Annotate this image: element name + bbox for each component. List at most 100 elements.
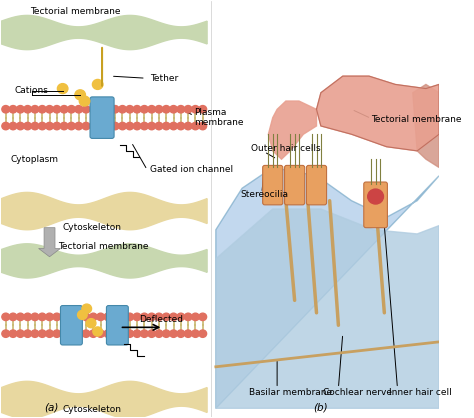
Circle shape <box>78 310 87 319</box>
Circle shape <box>118 313 127 321</box>
Circle shape <box>38 122 46 130</box>
Circle shape <box>148 122 155 130</box>
Circle shape <box>53 330 61 337</box>
Polygon shape <box>216 209 439 408</box>
Text: Outer hair cells: Outer hair cells <box>251 144 320 153</box>
Circle shape <box>170 105 177 113</box>
Circle shape <box>111 313 119 321</box>
Circle shape <box>104 330 112 337</box>
Circle shape <box>9 122 17 130</box>
Circle shape <box>53 313 61 321</box>
Circle shape <box>75 313 82 321</box>
Circle shape <box>162 330 170 337</box>
Circle shape <box>31 330 39 337</box>
Circle shape <box>75 105 82 113</box>
Circle shape <box>170 330 177 337</box>
Circle shape <box>177 330 185 337</box>
Circle shape <box>162 313 170 321</box>
Circle shape <box>67 330 75 337</box>
Circle shape <box>53 122 61 130</box>
Text: Stereocilia: Stereocilia <box>240 190 288 199</box>
Circle shape <box>368 189 383 204</box>
Circle shape <box>60 105 68 113</box>
PathPatch shape <box>216 168 439 408</box>
Circle shape <box>17 105 24 113</box>
Circle shape <box>57 84 68 94</box>
Circle shape <box>140 330 148 337</box>
Circle shape <box>148 105 155 113</box>
Circle shape <box>38 313 46 321</box>
FancyBboxPatch shape <box>364 182 387 228</box>
Circle shape <box>104 105 112 113</box>
Circle shape <box>199 122 207 130</box>
Circle shape <box>126 313 134 321</box>
Circle shape <box>97 122 104 130</box>
Circle shape <box>79 96 90 106</box>
Polygon shape <box>1 192 207 230</box>
Text: Cytoplasm: Cytoplasm <box>10 155 58 164</box>
Circle shape <box>24 105 32 113</box>
Circle shape <box>82 304 91 313</box>
Circle shape <box>9 105 17 113</box>
Circle shape <box>162 122 170 130</box>
Circle shape <box>53 105 61 113</box>
FancyBboxPatch shape <box>263 166 283 205</box>
Circle shape <box>199 330 207 337</box>
Circle shape <box>2 313 9 321</box>
Circle shape <box>67 105 75 113</box>
Circle shape <box>184 105 192 113</box>
Circle shape <box>104 122 112 130</box>
Circle shape <box>24 313 32 321</box>
Text: Basilar membrane: Basilar membrane <box>249 388 332 397</box>
Text: Gated ion channel: Gated ion channel <box>150 165 233 174</box>
Circle shape <box>111 330 119 337</box>
Circle shape <box>126 122 134 130</box>
Text: Deflected: Deflected <box>139 314 183 324</box>
FancyBboxPatch shape <box>306 166 327 205</box>
Circle shape <box>82 105 90 113</box>
Circle shape <box>17 313 24 321</box>
Circle shape <box>17 122 24 130</box>
Circle shape <box>133 105 141 113</box>
Text: Cytoskeleton: Cytoskeleton <box>63 405 122 414</box>
Circle shape <box>82 330 90 337</box>
Text: Cochlear nerve: Cochlear nerve <box>323 388 392 397</box>
Circle shape <box>97 313 104 321</box>
Circle shape <box>155 122 163 130</box>
Circle shape <box>2 105 9 113</box>
Circle shape <box>97 330 104 337</box>
Circle shape <box>155 313 163 321</box>
Text: (a): (a) <box>45 403 59 413</box>
Circle shape <box>75 122 82 130</box>
Circle shape <box>140 122 148 130</box>
Circle shape <box>184 330 192 337</box>
FancyBboxPatch shape <box>61 306 82 345</box>
Circle shape <box>31 105 39 113</box>
Text: Tectorial membrane: Tectorial membrane <box>30 7 121 16</box>
Circle shape <box>191 105 200 113</box>
Circle shape <box>93 327 102 336</box>
Circle shape <box>191 330 200 337</box>
Circle shape <box>67 122 75 130</box>
Circle shape <box>111 105 119 113</box>
Circle shape <box>191 122 200 130</box>
Circle shape <box>104 313 112 321</box>
Circle shape <box>90 105 97 113</box>
Circle shape <box>126 105 134 113</box>
Circle shape <box>92 79 103 89</box>
FancyBboxPatch shape <box>284 166 305 205</box>
Polygon shape <box>413 84 439 168</box>
Circle shape <box>155 330 163 337</box>
Circle shape <box>148 313 155 321</box>
Circle shape <box>46 122 54 130</box>
Circle shape <box>177 105 185 113</box>
Text: Cytoskeleton: Cytoskeleton <box>63 223 122 232</box>
Circle shape <box>126 330 134 337</box>
Circle shape <box>140 105 148 113</box>
Text: Tectorial membrane: Tectorial membrane <box>371 115 462 124</box>
Circle shape <box>24 330 32 337</box>
Text: Cations: Cations <box>15 86 48 95</box>
Circle shape <box>191 313 200 321</box>
Circle shape <box>170 122 177 130</box>
Circle shape <box>46 330 54 337</box>
